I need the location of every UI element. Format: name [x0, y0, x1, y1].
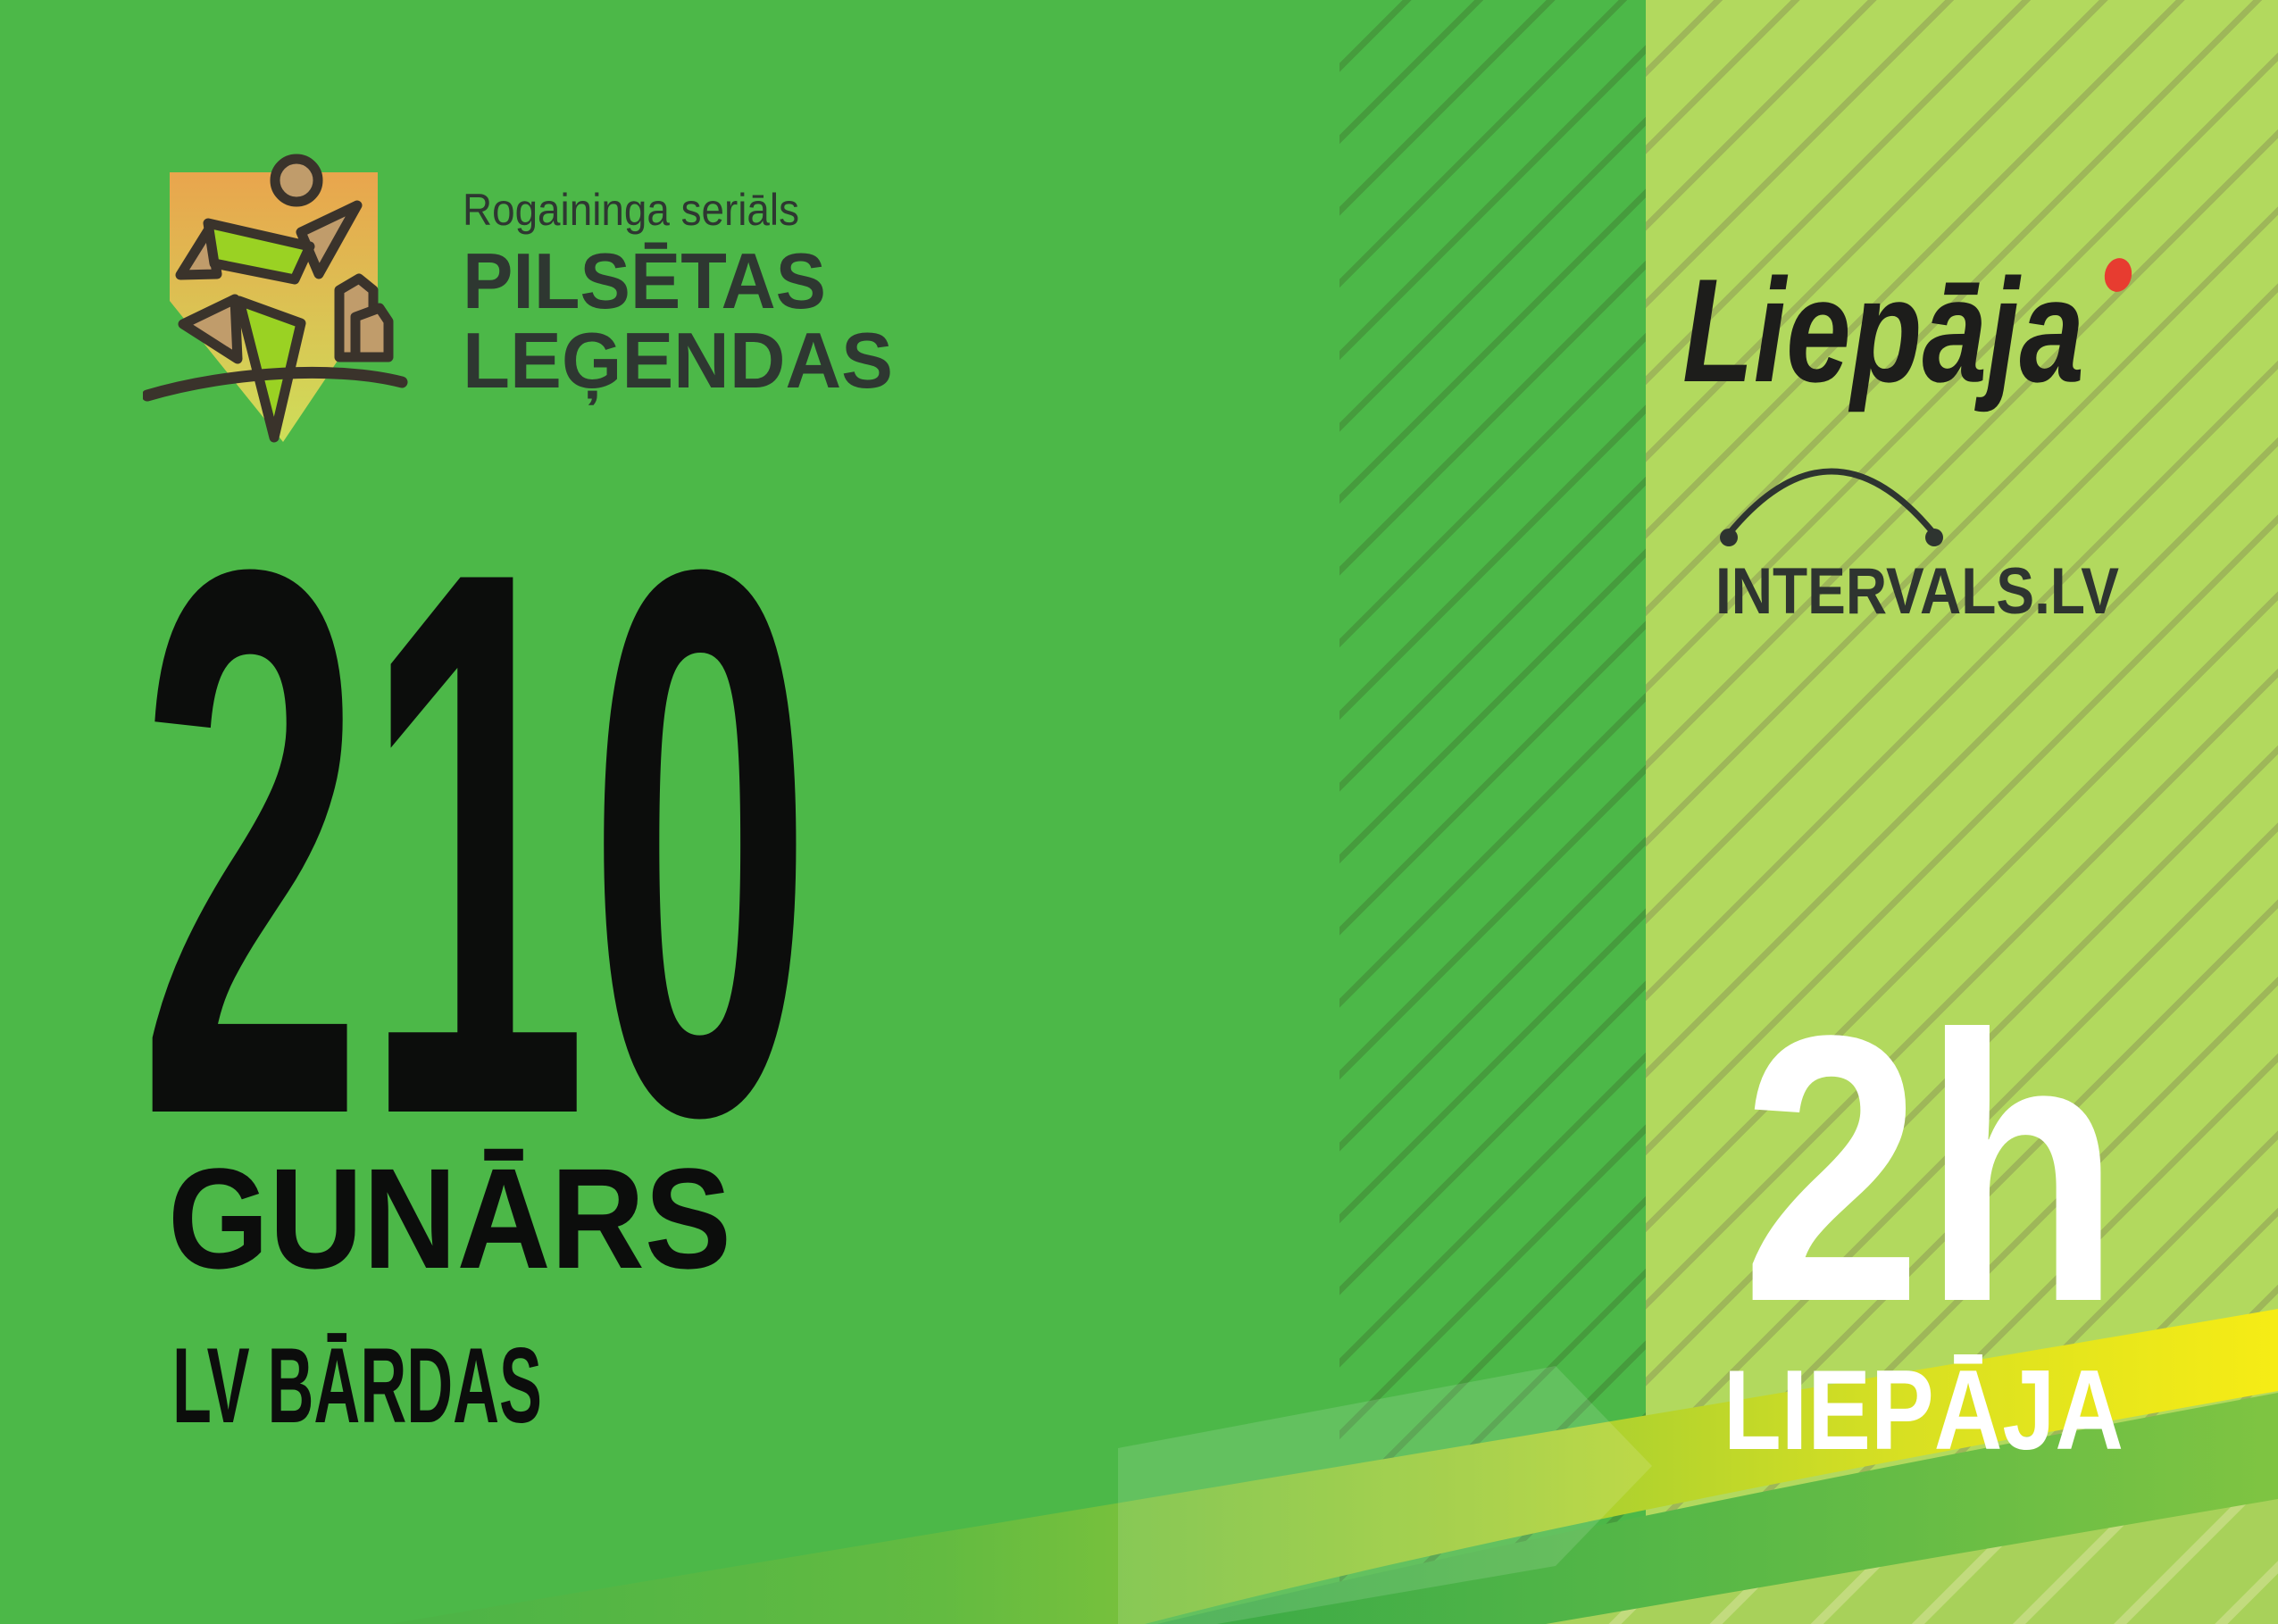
series-title-line2: LEĢENDAS — [463, 316, 893, 404]
shield-runner-map-icon — [143, 154, 408, 443]
hatched-corner — [1546, 1499, 2278, 1624]
team-name: LV BĀRDAS — [172, 1326, 542, 1445]
city-label: LIEPĀJA — [1723, 1346, 2124, 1473]
bib-number: 210 — [138, 409, 813, 1277]
duration-label: 2h — [1741, 957, 2121, 1381]
diagonal-hatch-dark — [1339, 0, 1646, 1624]
red-dot-icon — [2104, 258, 2132, 292]
sponsor-liepaja-logo: Liepāja — [1682, 248, 2084, 412]
series-title-line1: PILSĒTAS — [463, 237, 826, 325]
chevron-arrow — [1118, 1366, 1652, 1624]
arc-two-dots-icon — [1720, 468, 1943, 546]
sponsor-intervals-logo: INTERVALS.LV — [1715, 555, 2119, 628]
athlete-name: GUNĀRS — [168, 1138, 731, 1298]
series-tagline: Rogaininga seriāls — [463, 185, 799, 235]
yellow-ribbon — [389, 1309, 2278, 1624]
